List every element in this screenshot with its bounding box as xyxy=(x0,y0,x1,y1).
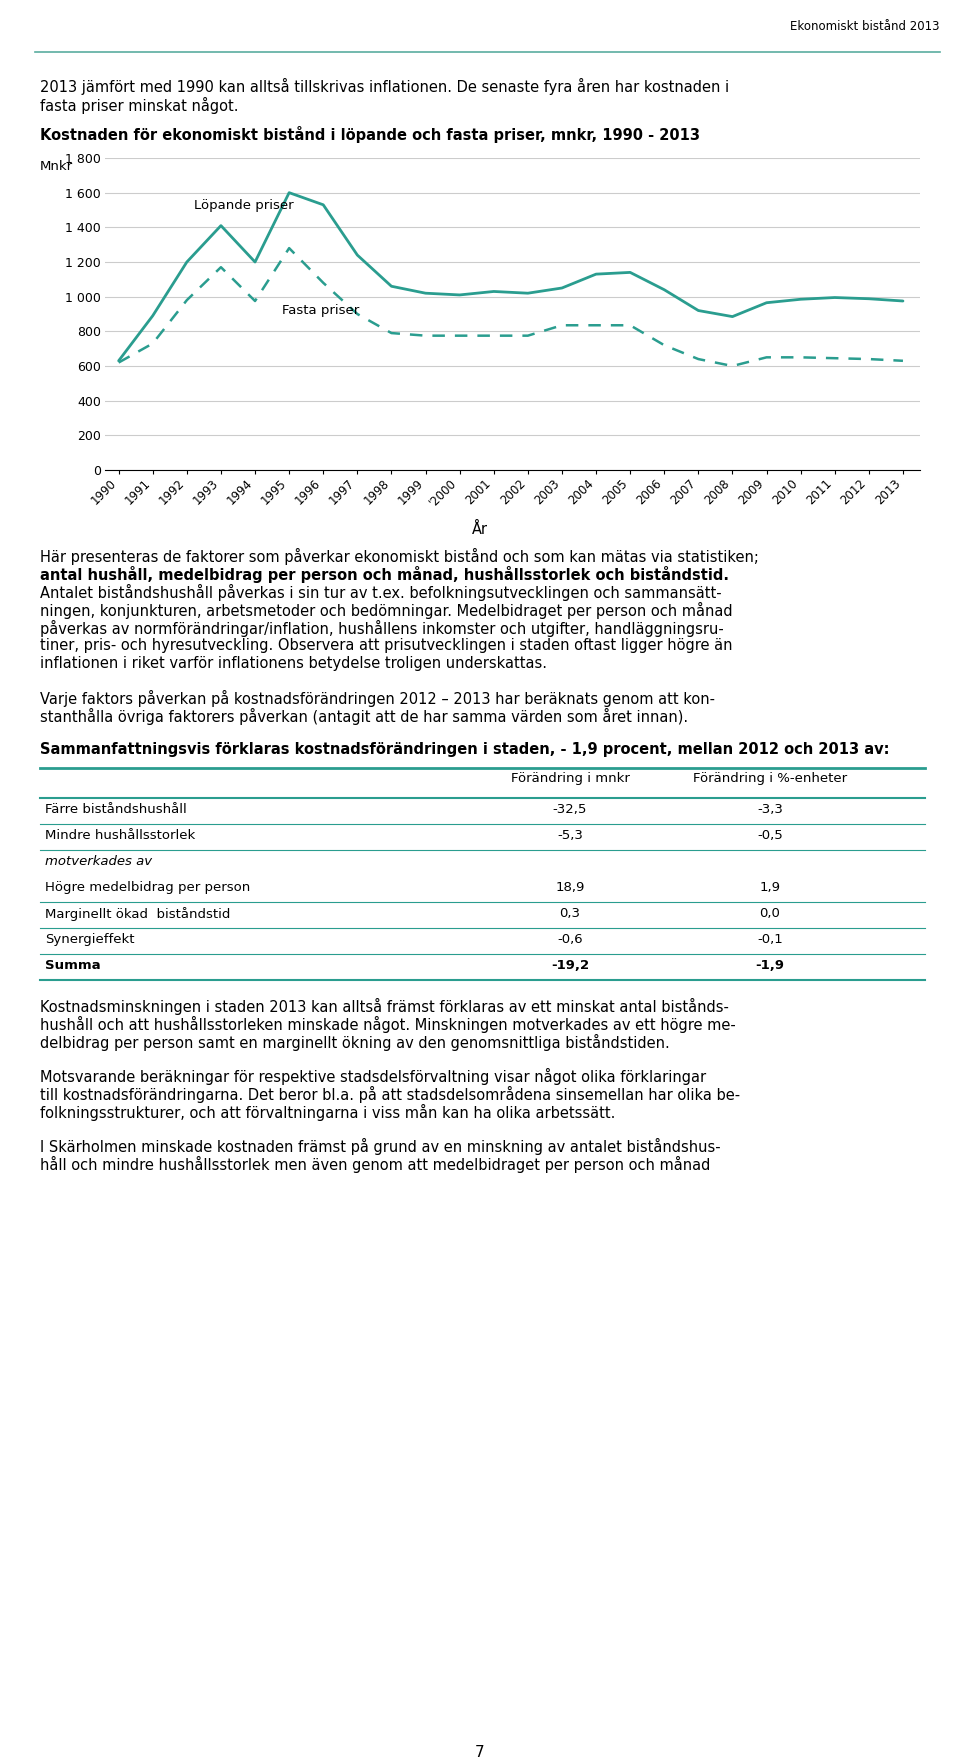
Text: Summa: Summa xyxy=(45,960,101,972)
Text: -5,3: -5,3 xyxy=(557,829,583,841)
Text: Mnkr: Mnkr xyxy=(40,161,73,173)
Text: Antalet biståndshushåll påverkas i sin tur av t.ex. befolkningsutvecklingen och : Antalet biståndshushåll påverkas i sin t… xyxy=(40,584,722,602)
Text: -19,2: -19,2 xyxy=(551,960,589,972)
Text: ningen, konjunkturen, arbetsmetoder och bedömningar. Medelbidraget per person oc: ningen, konjunkturen, arbetsmetoder och … xyxy=(40,602,732,619)
Text: Mindre hushållsstorlek: Mindre hushållsstorlek xyxy=(45,829,195,841)
Text: 0,0: 0,0 xyxy=(759,907,780,921)
Text: 18,9: 18,9 xyxy=(555,880,585,894)
Text: 7: 7 xyxy=(475,1745,485,1760)
Text: 0,3: 0,3 xyxy=(560,907,581,921)
Text: Motsvarande beräkningar för respektive stadsdelsförvaltning visar något olika fö: Motsvarande beräkningar för respektive s… xyxy=(40,1067,707,1085)
Text: -0,6: -0,6 xyxy=(557,933,583,946)
Text: till kostnadsförändringarna. Det beror bl.a. på att stadsdelsområdena sinsemella: till kostnadsförändringarna. Det beror b… xyxy=(40,1087,740,1102)
Text: Här presenteras de faktorer som påverkar ekonomiskt bistånd och som kan mätas vi: Här presenteras de faktorer som påverkar… xyxy=(40,549,758,564)
Text: motverkades av: motverkades av xyxy=(45,856,152,868)
Text: -0,1: -0,1 xyxy=(757,933,782,946)
Text: hushåll och att hushållsstorleken minskade något. Minskningen motverkades av ett: hushåll och att hushållsstorleken minska… xyxy=(40,1016,735,1034)
Text: 2013 jämfört med 1990 kan alltså tillskrivas inflationen. De senaste fyra åren h: 2013 jämfört med 1990 kan alltså tillskr… xyxy=(40,78,730,95)
Text: Kostnadsminskningen i staden 2013 kan alltså främst förklaras av ett minskat ant: Kostnadsminskningen i staden 2013 kan al… xyxy=(40,998,729,1014)
Text: Löpande priser: Löpande priser xyxy=(194,199,294,212)
Text: Fasta priser: Fasta priser xyxy=(282,303,360,316)
Text: Högre medelbidrag per person: Högre medelbidrag per person xyxy=(45,880,251,894)
Text: Synergieffekt: Synergieffekt xyxy=(45,933,134,946)
Text: tiner, pris- och hyresutveckling. Observera att prisutvecklingen i staden oftast: tiner, pris- och hyresutveckling. Observ… xyxy=(40,639,732,653)
Text: -0,5: -0,5 xyxy=(757,829,782,841)
Text: antal hushåll, medelbidrag per person och månad, hushållsstorlek och biståndstid: antal hushåll, medelbidrag per person oc… xyxy=(40,566,729,582)
Text: I Skärholmen minskade kostnaden främst på grund av en minskning av antalet bistå: I Skärholmen minskade kostnaden främst p… xyxy=(40,1138,721,1155)
Text: Förändring i %-enheter: Förändring i %-enheter xyxy=(693,773,847,785)
Text: folkningsstrukturer, och att förvaltningarna i viss mån kan ha olika arbetssätt.: folkningsstrukturer, och att förvaltning… xyxy=(40,1104,615,1120)
Text: Färre biståndshushåll: Färre biståndshushåll xyxy=(45,803,187,817)
Text: delbidrag per person samt en marginellt ökning av den genomsnittliga biståndstid: delbidrag per person samt en marginellt … xyxy=(40,1034,670,1051)
Text: -3,3: -3,3 xyxy=(757,803,783,817)
Text: håll och mindre hushållsstorlek men även genom att medelbidraget per person och : håll och mindre hushållsstorlek men även… xyxy=(40,1155,710,1173)
Text: Kostnaden för ekonomiskt bistånd i löpande och fasta priser, mnkr, 1990 - 2013: Kostnaden för ekonomiskt bistånd i löpan… xyxy=(40,125,700,143)
Text: Sammanfattningsvis förklaras kostnadsförändringen i staden, - 1,9 procent, mella: Sammanfattningsvis förklaras kostnadsför… xyxy=(40,743,890,757)
Text: Ekonomiskt bistånd 2013: Ekonomiskt bistånd 2013 xyxy=(790,19,940,34)
Text: -32,5: -32,5 xyxy=(553,803,588,817)
Text: fasta priser minskat något.: fasta priser minskat något. xyxy=(40,97,238,115)
Text: Varje faktors påverkan på kostnadsförändringen 2012 – 2013 har beräknats genom a: Varje faktors påverkan på kostnadsföränd… xyxy=(40,690,715,707)
Text: stanthålla övriga faktorers påverkan (antagit att de har samma värden som året i: stanthålla övriga faktorers påverkan (an… xyxy=(40,707,688,725)
Text: Förändring i mnkr: Förändring i mnkr xyxy=(511,773,630,785)
Text: 1,9: 1,9 xyxy=(759,880,780,894)
Text: inflationen i riket varför inflationens betydelse troligen underskattas.: inflationen i riket varför inflationens … xyxy=(40,656,547,670)
Text: påverkas av normförändringar/inflation, hushållens inkomster och utgifter, handl: påverkas av normförändringar/inflation, … xyxy=(40,619,724,637)
Text: -1,9: -1,9 xyxy=(756,960,784,972)
Text: År: År xyxy=(472,522,488,536)
Text: Marginellt ökad  biståndstid: Marginellt ökad biståndstid xyxy=(45,907,230,921)
